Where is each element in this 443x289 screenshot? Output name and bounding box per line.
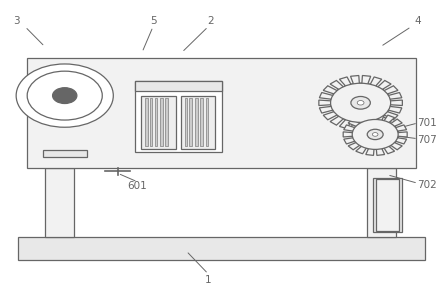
Bar [155, 99, 157, 146]
Bar [185, 99, 187, 146]
Circle shape [16, 64, 113, 127]
Bar [160, 99, 163, 146]
Bar [27, 58, 416, 168]
Circle shape [352, 119, 398, 149]
Bar [18, 236, 425, 260]
Bar [150, 99, 152, 146]
Circle shape [373, 133, 378, 136]
Text: 1: 1 [205, 275, 212, 285]
Text: 601: 601 [128, 181, 148, 191]
Polygon shape [319, 75, 402, 130]
Bar [141, 96, 175, 149]
Bar [367, 168, 396, 236]
Bar [200, 99, 203, 146]
Text: 702: 702 [417, 180, 437, 190]
Bar [136, 81, 222, 152]
Circle shape [53, 88, 77, 103]
Circle shape [367, 129, 383, 140]
Bar [165, 99, 168, 146]
Text: 2: 2 [207, 16, 214, 26]
Text: 701: 701 [417, 118, 437, 128]
Text: 3: 3 [13, 16, 19, 26]
Text: 4: 4 [415, 16, 421, 26]
Bar [373, 177, 402, 232]
Bar [145, 99, 148, 146]
Bar [136, 81, 222, 91]
Bar [376, 179, 399, 231]
Circle shape [351, 97, 370, 109]
Circle shape [330, 83, 391, 122]
Bar [206, 99, 208, 146]
Bar [195, 99, 198, 146]
Bar [189, 99, 192, 146]
Circle shape [27, 71, 102, 120]
Bar [181, 96, 215, 149]
Text: 707: 707 [417, 135, 437, 145]
Bar [45, 168, 74, 236]
Circle shape [357, 101, 364, 105]
Polygon shape [343, 114, 407, 155]
Text: 5: 5 [150, 16, 156, 26]
Bar [43, 150, 87, 158]
